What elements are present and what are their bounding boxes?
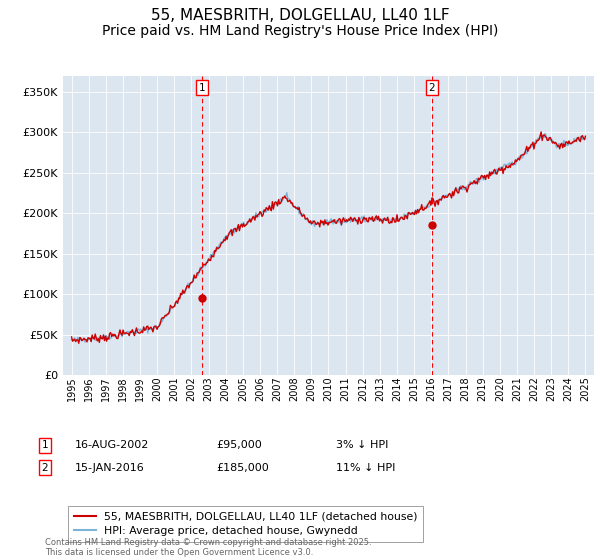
Legend: 55, MAESBRITH, DOLGELLAU, LL40 1LF (detached house), HPI: Average price, detache: 55, MAESBRITH, DOLGELLAU, LL40 1LF (deta… — [68, 506, 423, 542]
Text: 11% ↓ HPI: 11% ↓ HPI — [336, 463, 395, 473]
Text: 1: 1 — [41, 440, 49, 450]
Text: 55, MAESBRITH, DOLGELLAU, LL40 1LF: 55, MAESBRITH, DOLGELLAU, LL40 1LF — [151, 8, 449, 24]
Text: 2: 2 — [41, 463, 49, 473]
Text: £95,000: £95,000 — [216, 440, 262, 450]
Text: 1: 1 — [199, 83, 205, 93]
Text: £185,000: £185,000 — [216, 463, 269, 473]
Text: 3% ↓ HPI: 3% ↓ HPI — [336, 440, 388, 450]
Text: Contains HM Land Registry data © Crown copyright and database right 2025.
This d: Contains HM Land Registry data © Crown c… — [45, 538, 371, 557]
Text: 2: 2 — [428, 83, 435, 93]
Text: Price paid vs. HM Land Registry's House Price Index (HPI): Price paid vs. HM Land Registry's House … — [102, 24, 498, 38]
Text: 15-JAN-2016: 15-JAN-2016 — [75, 463, 145, 473]
Text: 16-AUG-2002: 16-AUG-2002 — [75, 440, 149, 450]
